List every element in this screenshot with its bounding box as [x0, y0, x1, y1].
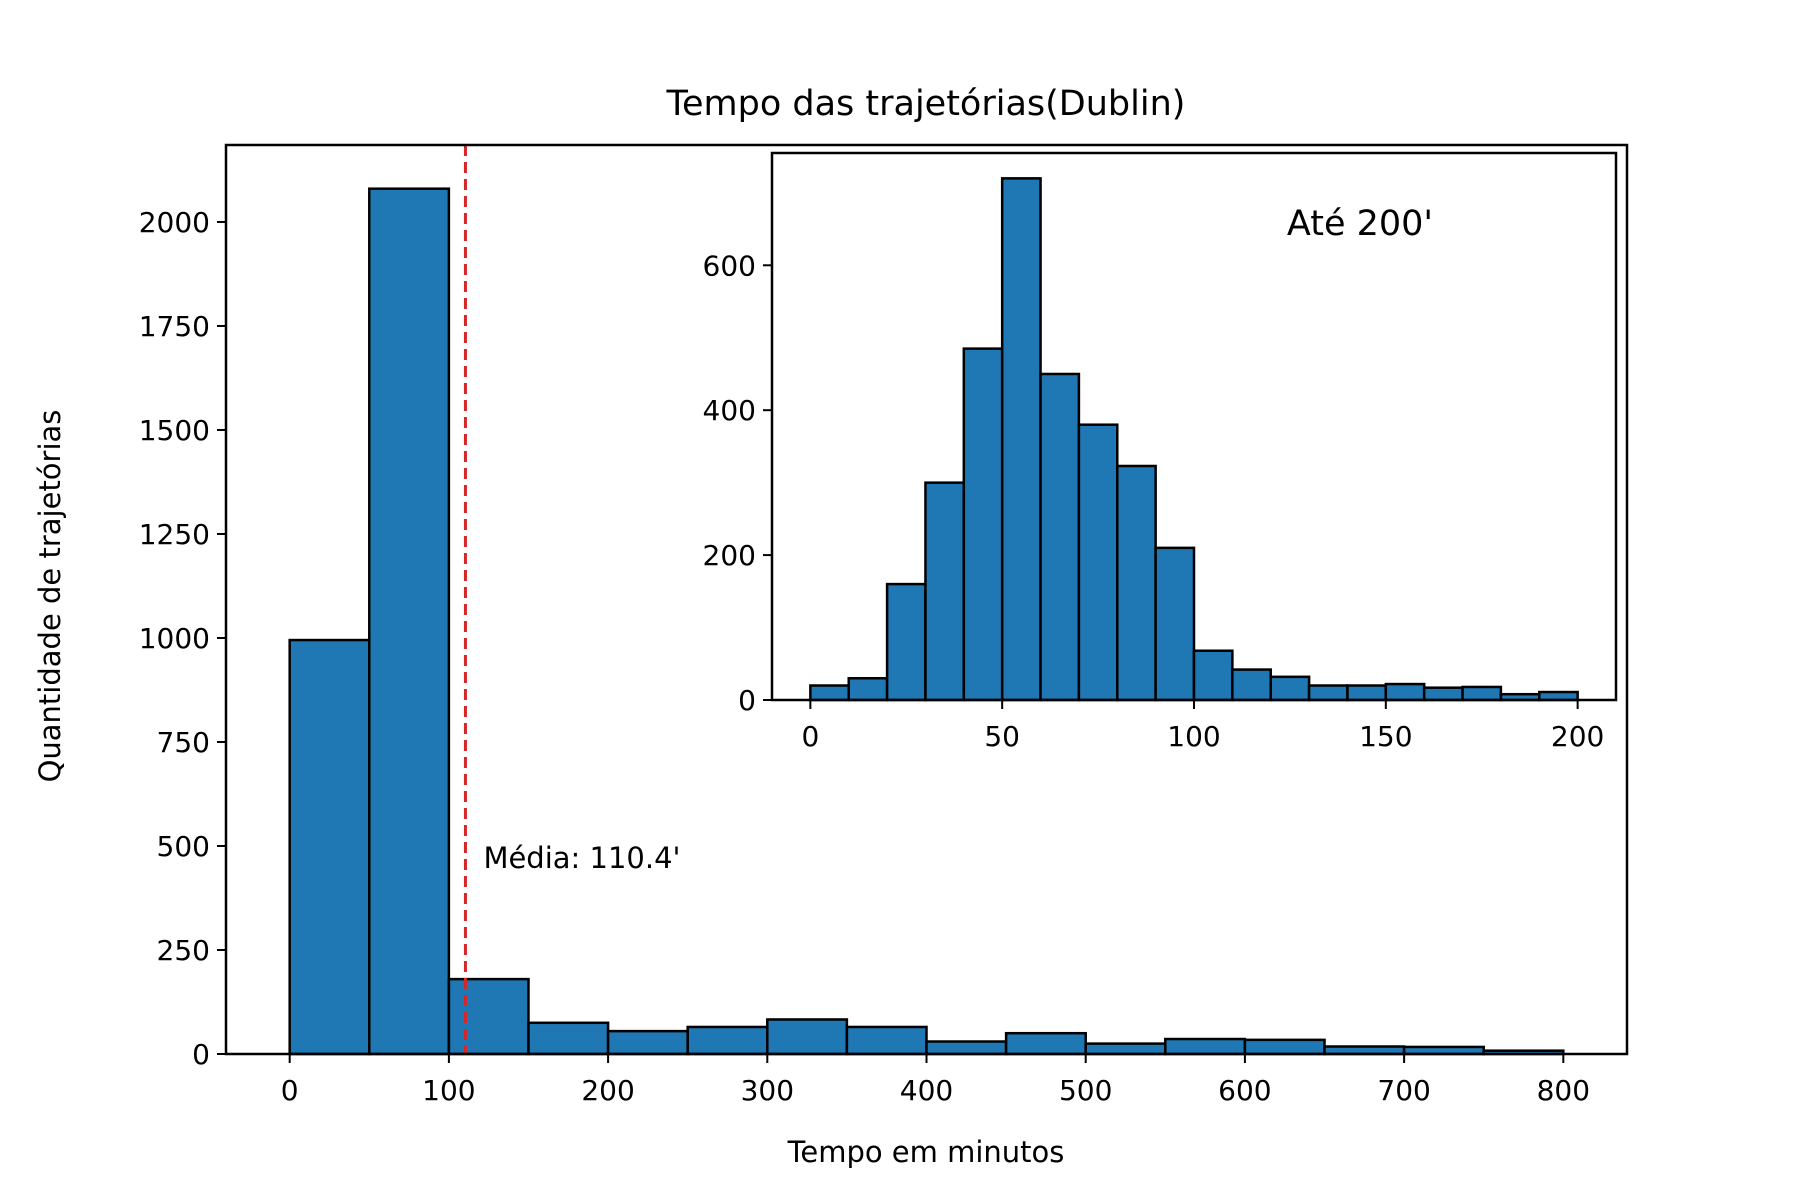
inset-y-tick-label: 400	[703, 394, 756, 427]
main-bar	[368, 187, 451, 1056]
main-x-tick-label: 800	[1537, 1074, 1590, 1107]
main-y-tick-label: 2000	[139, 206, 210, 239]
inset-bar	[847, 677, 889, 702]
main-bar	[1004, 1031, 1087, 1056]
inset-x-tick-label: 200	[1551, 720, 1604, 753]
main-bar	[766, 1018, 849, 1056]
inset-bar	[1422, 686, 1464, 702]
main-bar	[1243, 1038, 1326, 1056]
inset-bar	[924, 481, 966, 702]
y-axis-title: Quantidade de trajetórias	[33, 410, 67, 783]
inset-x-tick-label: 50	[984, 720, 1020, 753]
inset-bar	[1307, 684, 1349, 702]
main-y-tick-label: 1250	[139, 518, 210, 551]
inset-bar	[1461, 685, 1503, 702]
inset-bar	[962, 347, 1004, 702]
main-x-tick-label: 400	[900, 1074, 953, 1107]
inset-bar	[1077, 423, 1119, 702]
main-bar	[925, 1040, 1008, 1056]
inset-bar	[1269, 675, 1311, 702]
main-x-tick-label: 300	[741, 1074, 794, 1107]
main-histogram: Tempo das trajetórias(Dublin) Média: 110…	[33, 84, 1629, 1169]
inset-bar	[1384, 682, 1426, 702]
main-bar	[1164, 1037, 1247, 1056]
main-y-tick-label: 1000	[139, 622, 210, 655]
inset-bar	[1192, 649, 1234, 702]
main-y-tick-label: 750	[157, 726, 210, 759]
main-bar	[845, 1025, 928, 1056]
inset-y-tick-label: 0	[738, 684, 756, 717]
main-y-tick-label: 250	[157, 934, 210, 967]
main-bar	[288, 638, 371, 1056]
inset-bars	[809, 177, 1579, 702]
inset-x-tick-label: 100	[1167, 720, 1220, 753]
mean-label: Média: 110.4'	[483, 841, 680, 875]
inset-y-tick-label: 200	[703, 539, 756, 572]
inset-bar	[885, 582, 927, 702]
inset-histogram: 0 50 100 150 200 0 200 400 600 Até 200'	[703, 151, 1618, 753]
main-bars	[288, 187, 1565, 1056]
main-x-tick-label: 200	[581, 1074, 634, 1107]
main-bar	[686, 1025, 769, 1056]
inset-annotation: Até 200'	[1287, 204, 1433, 244]
inset-bar	[1231, 668, 1272, 702]
main-x-tick-label: 600	[1218, 1074, 1271, 1107]
main-bar	[1084, 1042, 1167, 1056]
inset-x-tick-label: 150	[1359, 720, 1412, 753]
main-y-tick-label: 500	[157, 830, 210, 863]
inset-x-tick-label: 0	[801, 720, 819, 753]
main-y-tick-label: 0	[192, 1038, 210, 1071]
inset-x-ticks: 0 50 100 150 200	[801, 700, 1604, 753]
inset-bar	[1039, 372, 1081, 702]
main-x-tick-label: 0	[281, 1074, 299, 1107]
main-x-tick-label: 700	[1377, 1074, 1430, 1107]
inset-bar	[1346, 684, 1388, 702]
main-x-tick-label: 100	[422, 1074, 475, 1107]
inset-bar	[1154, 546, 1196, 702]
main-bar	[527, 1021, 610, 1056]
inset-y-ticks: 0 200 400 600	[703, 249, 772, 717]
main-y-tick-label: 1750	[139, 310, 210, 343]
main-bar	[447, 977, 530, 1056]
main-y-ticks: 0 250 500 750 1000 1250 1500 1750 2000	[139, 206, 226, 1071]
inset-bar	[1000, 177, 1042, 702]
inset-bar	[1116, 464, 1157, 702]
inset-y-tick-label: 600	[703, 249, 756, 282]
x-axis-title: Tempo em minutos	[787, 1135, 1065, 1169]
main-x-tick-label: 500	[1059, 1074, 1112, 1107]
main-x-ticks: 0 100 200 300 400 500 600 700 800	[281, 1054, 1590, 1107]
chart-title: Tempo das trajetórias(Dublin)	[666, 84, 1186, 124]
inset-bar	[809, 684, 850, 702]
main-y-tick-label: 1500	[139, 414, 210, 447]
main-bar	[606, 1029, 689, 1056]
